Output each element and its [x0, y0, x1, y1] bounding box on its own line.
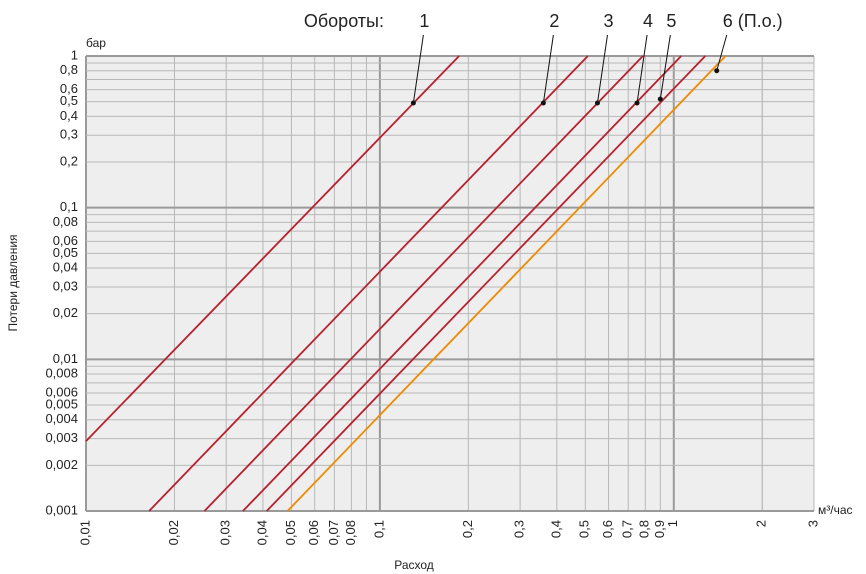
- y-tick-label: 0,03: [53, 278, 78, 293]
- y-tick-label: 0,02: [53, 305, 78, 320]
- x-tick-label: 0,3: [512, 520, 527, 538]
- series-marker: [594, 100, 600, 106]
- y-tick-label: 0,8: [60, 62, 78, 77]
- x-tick-label: 0,02: [166, 520, 181, 545]
- series-lines: [85, 55, 727, 512]
- y-tick-label: 0,04: [53, 259, 78, 274]
- x-tick-label: 0,4: [548, 520, 563, 538]
- y-tick-label: 0,1: [60, 199, 78, 214]
- series-label: 6 (П.о.): [723, 11, 783, 31]
- y-tick-label: 0,05: [53, 245, 78, 260]
- y-axis-label: Потери давления: [6, 234, 20, 331]
- leader-line: [636, 34, 648, 104]
- y-tick-label: 1: [71, 47, 78, 62]
- y-tick-label: 0,5: [60, 93, 78, 108]
- x-tick-label: 2: [754, 520, 769, 527]
- series-label: 2: [549, 11, 559, 31]
- series-marker: [634, 100, 640, 106]
- leader-line: [542, 34, 554, 104]
- series-line-4: [242, 55, 682, 512]
- x-tick-label: 1: [665, 520, 680, 527]
- y-tick-label: 0,2: [60, 153, 78, 168]
- x-tick-label: 0,9: [652, 520, 667, 538]
- series-line-1: [85, 55, 460, 442]
- y-tick-label: 0,008: [45, 365, 78, 380]
- y-tick-label: 0,003: [45, 430, 78, 445]
- x-tick-label: 0,8: [637, 520, 652, 538]
- series-label: 1: [419, 11, 429, 31]
- chart-title: Обороты:: [304, 11, 384, 31]
- x-tick-label: 0,08: [343, 520, 358, 545]
- x-tick-label: 0,5: [577, 520, 592, 538]
- y-tick-label: 0,006: [45, 384, 78, 399]
- x-unit-label: м³/час: [818, 503, 853, 517]
- x-tick-label: 0,04: [254, 520, 269, 545]
- series-marker: [410, 100, 416, 106]
- series-line-3: [203, 55, 644, 512]
- x-tick-label: 3: [805, 520, 820, 527]
- x-tick-label: 0,07: [326, 520, 341, 545]
- leader-line: [412, 34, 424, 104]
- y-tick-label: 0,08: [53, 214, 78, 229]
- y-tick-label: 0,6: [60, 81, 78, 96]
- y-tick-label: 0,01: [53, 351, 78, 366]
- y-tick-label: 0,005: [45, 396, 78, 411]
- x-axis-label: Расход: [394, 558, 434, 572]
- series-marker: [657, 96, 663, 102]
- series-line-6: [286, 55, 727, 512]
- x-tick-label: 0,05: [283, 520, 298, 545]
- y-tick-label: 0,002: [45, 457, 78, 472]
- series-label: 4: [643, 11, 653, 31]
- y-tick-label: 0,004: [45, 411, 78, 426]
- series-marker: [540, 100, 546, 106]
- y-tick-label: 0,3: [60, 127, 78, 142]
- x-axis-ticks: 0,01 0,02 0,03 0,04 0,05 0,06 0,07 0,08 0,1 0,2 0,…: [77, 520, 820, 545]
- x-tick-label: 0,03: [218, 520, 233, 545]
- series-marker: [714, 68, 720, 74]
- series-line-5: [266, 55, 706, 512]
- x-tick-label: 0,6: [600, 520, 615, 538]
- series-leaders: [410, 34, 728, 106]
- y-tick-label: 0,4: [60, 108, 78, 123]
- plot-area: [86, 56, 814, 511]
- y-tick-label: 0,001: [45, 502, 78, 517]
- x-tick-label: 0,7: [620, 520, 635, 538]
- y-unit-label: бар: [86, 36, 106, 50]
- y-tick-label: 0,06: [53, 233, 78, 248]
- x-tick-label: 0,06: [306, 520, 321, 545]
- leader-line: [659, 34, 671, 100]
- leader-line: [716, 34, 728, 71]
- series-label: 3: [603, 11, 613, 31]
- series-line-2: [148, 55, 589, 512]
- x-tick-label: 0,1: [371, 520, 386, 538]
- leader-line: [596, 34, 608, 104]
- x-tick-label: 0,2: [460, 520, 475, 538]
- x-tick-label: 0,01: [77, 520, 92, 545]
- series-label: 5: [666, 11, 676, 31]
